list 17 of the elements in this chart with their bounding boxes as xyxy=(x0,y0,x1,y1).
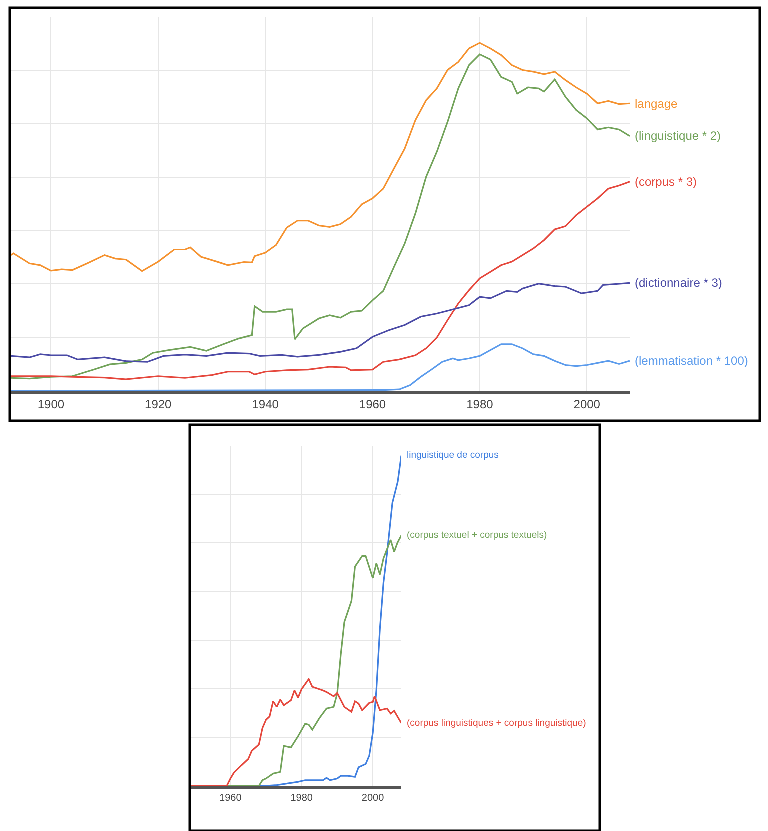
x-tick-label: 1940 xyxy=(252,397,280,412)
series-label: (dictionnaire * 3) xyxy=(635,276,722,290)
x-tick-label: 2000 xyxy=(362,793,385,804)
series-label: (corpus linguistiques + corpus linguistique) xyxy=(407,718,586,729)
x-tick-label: 2000 xyxy=(574,397,601,412)
x-tick-label: 1980 xyxy=(466,397,494,412)
series-label: langage xyxy=(635,97,678,111)
x-tick-label: 1900 xyxy=(38,397,65,412)
x-tick-label: 1960 xyxy=(359,397,386,412)
series-label: (lemmatisation * 100) xyxy=(635,354,748,368)
series-label: (corpus textuel + corpus textuels) xyxy=(407,530,548,541)
series-label: (corpus * 3) xyxy=(635,175,698,189)
x-tick-label: 1920 xyxy=(145,397,172,412)
series-label: (linguistique * 2) xyxy=(635,129,722,143)
x-tick-label: 1960 xyxy=(220,793,242,804)
series-label: linguistique de corpus xyxy=(407,450,500,461)
x-tick-label: 1980 xyxy=(290,793,314,804)
